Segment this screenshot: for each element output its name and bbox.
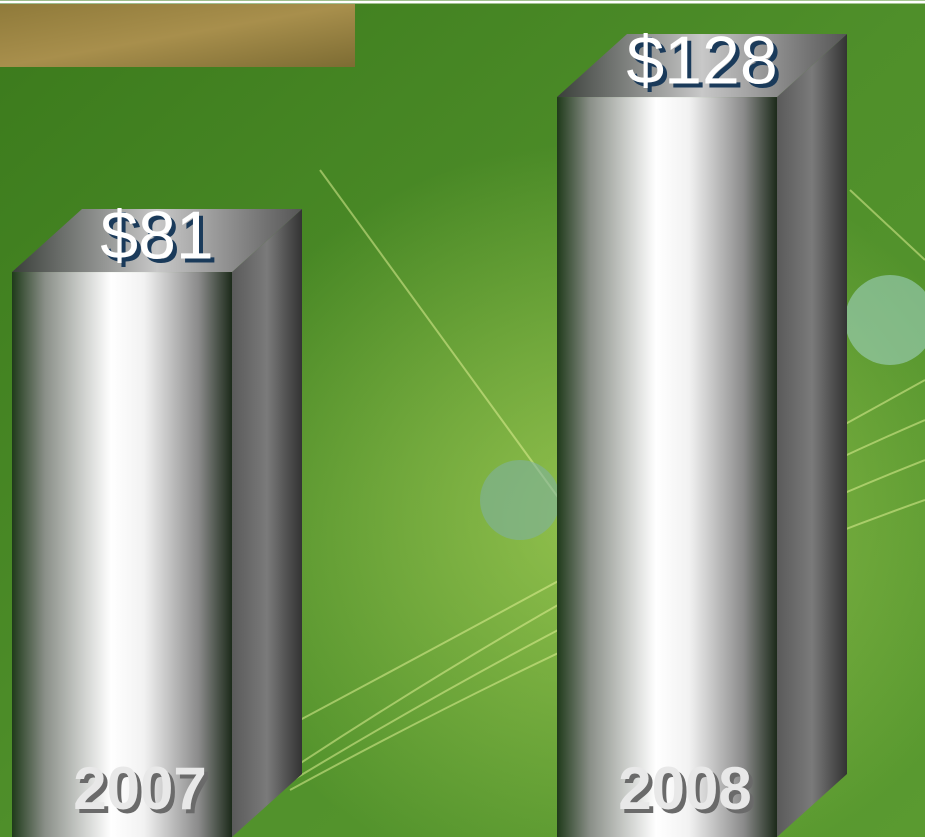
bar (557, 97, 777, 837)
grass-patch (0, 4, 355, 67)
bar-side (777, 34, 847, 837)
bar-top (12, 209, 302, 273)
value-label-shadow: $81 (104, 202, 217, 278)
category-label-shadow: 2007 (77, 759, 210, 826)
category-label-shadow: 2008 (622, 759, 755, 826)
ball (845, 275, 925, 365)
bar (12, 272, 232, 837)
bar-side (232, 209, 302, 837)
value-label: $128 (626, 23, 777, 99)
bar-top (557, 34, 847, 98)
category-label: 2007 (73, 755, 206, 822)
value-label-shadow: $128 (630, 27, 781, 103)
value-label: $81 (100, 198, 213, 274)
ball (480, 460, 560, 540)
category-label: 2008 (618, 755, 751, 822)
